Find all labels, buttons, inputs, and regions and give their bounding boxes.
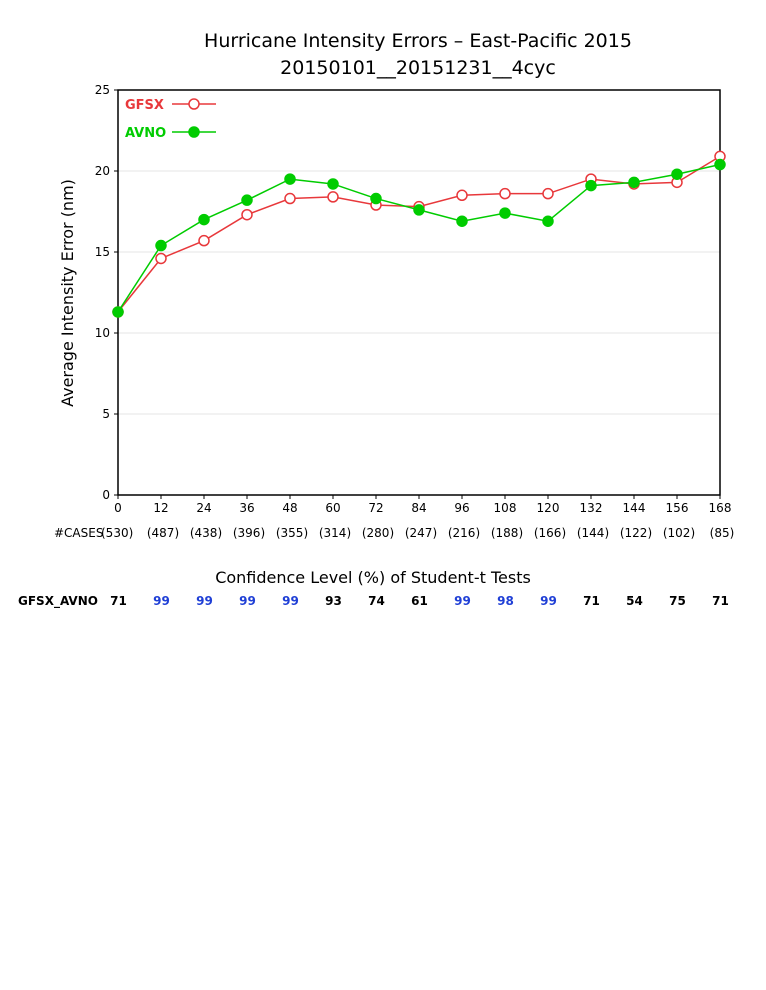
cases-label: (188)	[491, 526, 523, 540]
confidence-value: 99	[540, 594, 557, 608]
cases-label: (438)	[190, 526, 222, 540]
x-tick-label: 48	[282, 501, 297, 515]
x-tick-label: 60	[325, 501, 340, 515]
y-tick-label: 15	[95, 245, 110, 259]
x-tick-label: 120	[537, 501, 560, 515]
y-axis-label: Average Intensity Error (nm)	[58, 179, 77, 407]
data-point-gfsx	[542, 187, 554, 200]
cases-prefix: #CASES	[54, 526, 103, 540]
confidence-value: 99	[282, 594, 299, 608]
data-point-avno	[542, 215, 554, 227]
x-tick-label: 24	[196, 501, 211, 515]
cases-label: (216)	[448, 526, 480, 540]
legend-marker	[188, 98, 200, 110]
legend-marker	[188, 126, 200, 138]
cases-label: (280)	[362, 526, 394, 540]
confidence-value: 99	[196, 594, 213, 608]
cases-label: (85)	[710, 526, 735, 540]
cases-label: (247)	[405, 526, 437, 540]
confidence-value: 61	[411, 594, 428, 608]
y-tick-label: 10	[95, 326, 110, 340]
x-tick-label: 168	[709, 501, 732, 515]
confidence-value: 93	[325, 594, 342, 608]
x-tick-label: 144	[623, 501, 646, 515]
x-tick-label: 36	[239, 501, 254, 515]
cases-label: (314)	[319, 526, 351, 540]
y-tick-label: 0	[102, 488, 110, 502]
chart-subtitle: 20150101__20151231__4cyc	[280, 57, 556, 79]
x-tick-label: 72	[368, 501, 383, 515]
x-tick-label: 156	[666, 501, 689, 515]
cases-label: (530)	[101, 526, 133, 540]
confidence-value: 71	[583, 594, 600, 608]
cases-label: (122)	[620, 526, 652, 540]
x-tick-label: 96	[454, 501, 469, 515]
data-point-gfsx	[155, 252, 167, 265]
confidence-value: 74	[368, 594, 385, 608]
data-point-avno	[714, 158, 726, 171]
cases-label: (396)	[233, 526, 265, 540]
legend-label-avno: AVNO	[125, 126, 166, 141]
data-point-avno	[628, 176, 640, 189]
data-point-avno	[112, 306, 124, 318]
confidence-value: 54	[626, 594, 643, 608]
cases-label: (355)	[276, 526, 308, 540]
x-tick-label: 0	[114, 501, 122, 515]
x-tick-label: 108	[494, 501, 517, 515]
x-tick-label: 12	[153, 501, 168, 515]
data-point-avno	[413, 204, 425, 216]
data-point-avno	[327, 178, 339, 190]
data-point-avno	[241, 194, 253, 206]
plot-frame	[117, 89, 721, 496]
x-tick-label: 84	[411, 501, 426, 515]
y-tick-label: 25	[95, 83, 110, 97]
data-point-avno	[155, 239, 167, 252]
chart-title: Hurricane Intensity Errors – East-Pacifi…	[204, 30, 632, 52]
confidence-value: 99	[454, 594, 471, 608]
confidence-value: 99	[239, 594, 256, 608]
data-point-gfsx	[456, 189, 468, 202]
confidence-value: 71	[110, 594, 127, 608]
confidence-row-label: GFSX_AVNO	[18, 594, 98, 609]
data-point-avno	[499, 207, 511, 219]
cases-label: (102)	[663, 526, 695, 540]
x-tick-label: 132	[580, 501, 603, 515]
confidence-value: 98	[497, 594, 514, 608]
data-point-gfsx	[198, 234, 210, 247]
y-tick-label: 20	[95, 164, 110, 178]
confidence-title: Confidence Level (%) of Student-t Tests	[215, 568, 531, 587]
data-point-avno	[585, 179, 597, 192]
confidence-value: 99	[153, 594, 170, 608]
cases-label: (166)	[534, 526, 566, 540]
cases-label: (144)	[577, 526, 609, 540]
data-point-gfsx	[499, 187, 511, 200]
data-point-avno	[671, 168, 683, 180]
data-point-avno	[198, 213, 210, 226]
data-point-avno	[456, 215, 468, 227]
cases-label: (487)	[147, 526, 179, 540]
data-point-gfsx	[327, 191, 339, 203]
data-point-avno	[284, 173, 296, 185]
data-point-gfsx	[241, 208, 253, 221]
data-point-avno	[370, 192, 382, 205]
confidence-value: 71	[712, 594, 729, 608]
data-point-gfsx	[284, 192, 296, 205]
y-tick-label: 5	[102, 407, 110, 421]
confidence-value: 75	[669, 594, 686, 608]
legend-label-gfsx: GFSX	[125, 98, 164, 113]
